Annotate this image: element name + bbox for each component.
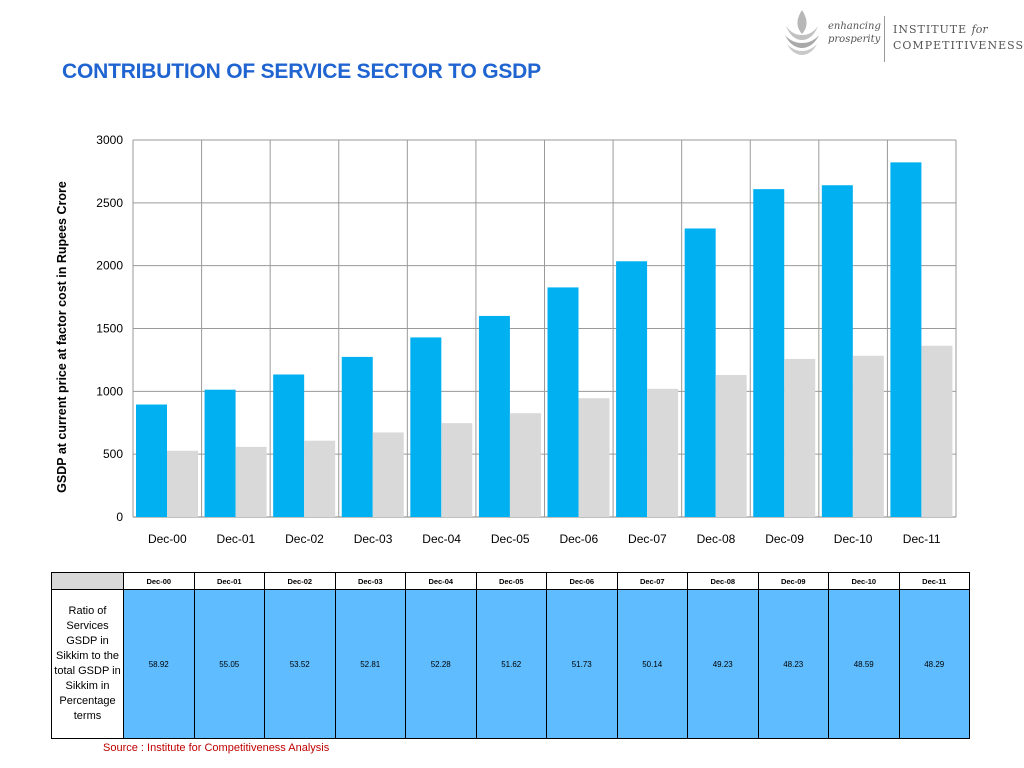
bar-total-gsdp [478,315,510,517]
bar-services-gsdp [304,440,336,517]
bar-services-gsdp [372,432,404,517]
x-tick-label: Dec-06 [559,532,598,546]
institute-logo: enhancing prosperity INSTITUTE for COMPE… [780,4,1023,62]
logo-tagline: enhancing prosperity [828,20,881,46]
bar-total-gsdp [547,287,579,517]
table-cell: 55.05 [193,589,265,739]
table-column-header: Dec-08 [687,572,759,590]
bar-services-gsdp [647,388,679,517]
table-column-header: Dec-04 [405,572,477,590]
table-corner-cell [51,572,124,590]
x-tick-label: Dec-04 [422,532,461,546]
bar-total-gsdp [273,374,305,517]
y-tick-label: 2500 [96,196,123,210]
logo-name-1: INSTITUTE [893,23,972,36]
table-cell: 48.59 [828,589,900,739]
x-tick-label: Dec-01 [217,532,256,546]
table-column-header: Dec-10 [828,572,900,590]
table-cell: 49.23 [687,589,759,739]
table-column-header: Dec-11 [898,572,970,590]
table-column-header: Dec-02 [264,572,336,590]
table-column-header: Dec-00 [123,572,195,590]
table-cell: 48.23 [757,589,829,739]
table-column-header: Dec-07 [616,572,688,590]
y-tick-label: 1500 [96,322,123,336]
bar-total-gsdp [890,162,922,518]
table-cell: 58.92 [123,589,195,739]
table-column-header: Dec-01 [193,572,265,590]
table-column-header: Dec-03 [334,572,406,590]
table-cell: 53.52 [264,589,336,739]
table-cell: 50.14 [616,589,688,739]
x-tick-label: Dec-11 [903,532,941,546]
bar-services-gsdp [167,450,198,517]
y-tick-label: 500 [103,447,123,461]
bar-total-gsdp [341,356,373,517]
y-tick-label: 3000 [96,133,123,147]
bar-services-gsdp [235,446,267,517]
table-column-header: Dec-05 [475,572,547,590]
bar-services-gsdp [921,345,953,517]
logo-name-1b: for [971,23,988,36]
bar-total-gsdp [616,261,648,517]
table-cell: 48.29 [898,589,970,739]
bar-total-gsdp [684,228,716,517]
bar-services-gsdp [441,423,473,517]
bar-services-gsdp [509,413,541,517]
source-note: Source : Institute for Competitiveness A… [103,742,330,754]
table-cell: 52.28 [405,589,477,739]
logo-emblem-icon [785,10,819,55]
bar-total-gsdp [410,337,442,517]
x-tick-label: Dec-10 [834,532,873,546]
table-column-header: Dec-06 [546,572,618,590]
bar-total-gsdp [821,185,853,518]
table-cell: 52.81 [334,589,406,739]
bar-total-gsdp [753,189,785,517]
table-cell: 51.62 [475,589,547,739]
logo-divider [884,16,885,62]
x-tick-label: Dec-00 [148,532,187,546]
bar-chart: 0 500 1000 1500 2000 2500 3000 Dec-00 Dec-01 Dec-… [96,133,957,546]
table-row-label: Ratio of Services GSDP in Sikkim to the … [51,589,124,739]
y-tick-label: 0 [116,510,123,524]
x-tick-label: Dec-07 [628,532,667,546]
bar-services-gsdp [852,355,884,517]
bar-services-gsdp [578,398,610,517]
x-tick-label: Dec-03 [354,532,393,546]
logo-name: INSTITUTE for COMPETITIVENESS [893,22,1024,54]
logo-tagline-1: enhancing [828,21,881,32]
x-tick-label: Dec-08 [697,532,736,546]
logo-name-2: COMPETITIVENESS [893,39,1024,52]
logo-tagline-2: prosperity [828,34,881,45]
bar-total-gsdp [136,404,167,517]
bar-services-gsdp [715,374,747,517]
x-tick-label: Dec-02 [285,532,324,546]
table-cell: 51.73 [546,589,618,739]
table-column-header: Dec-09 [757,572,829,590]
y-tick-label: 2000 [96,259,123,273]
bar-total-gsdp [204,389,236,517]
page-title: CONTRIBUTION OF SERVICE SECTOR TO GSDP [62,60,541,83]
y-tick-label: 1000 [96,384,123,398]
x-tick-label: Dec-09 [765,532,804,546]
x-tick-label: Dec-05 [491,532,530,546]
ratio-table: Dec-00 Dec-01 Dec-02 Dec-03 Dec-04 Dec-05 Dec-… [51,572,970,739]
bar-services-gsdp [784,358,816,517]
